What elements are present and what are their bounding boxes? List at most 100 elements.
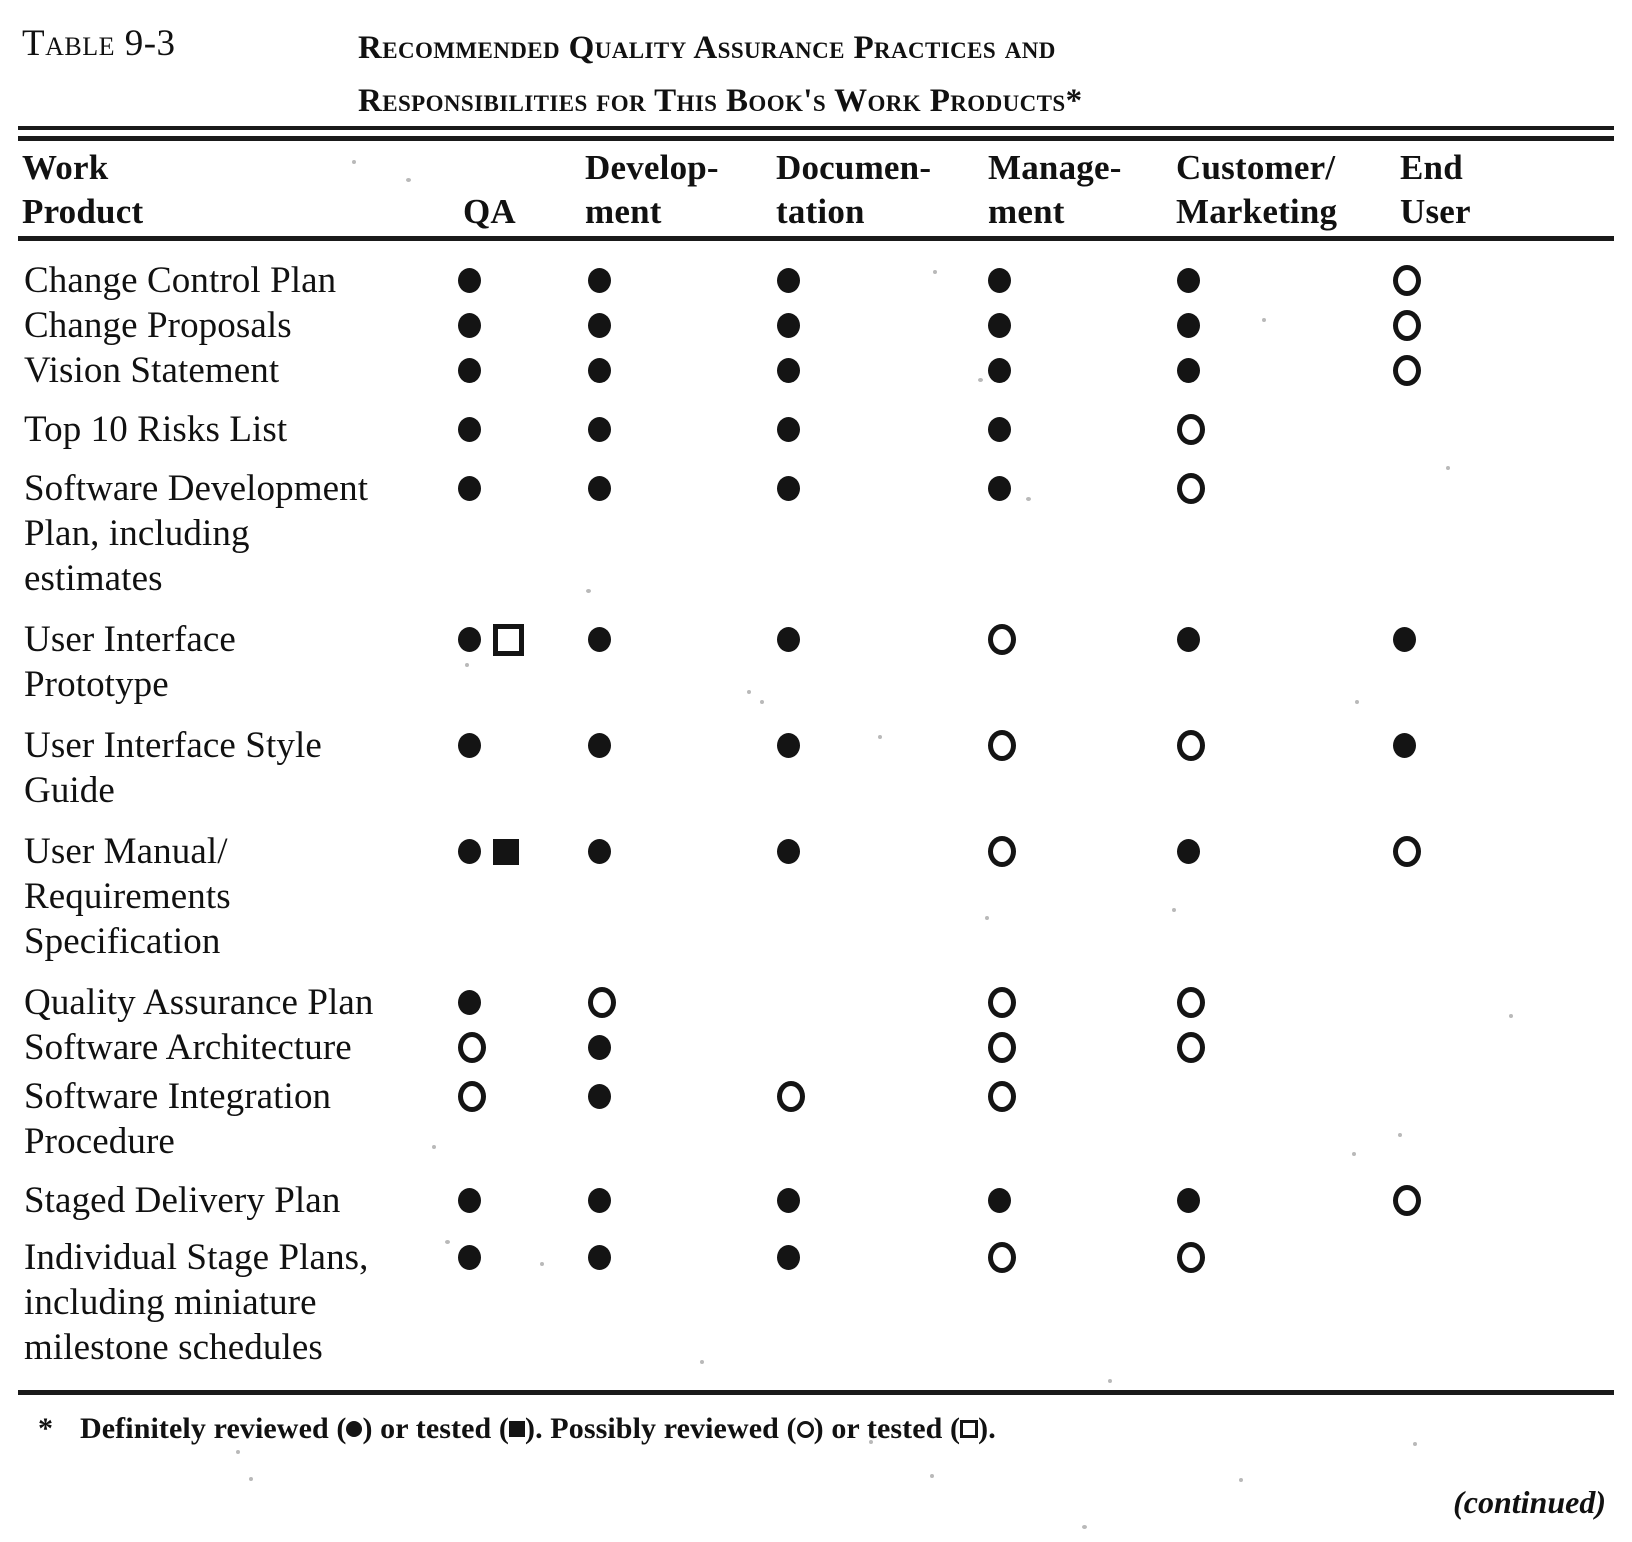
- filled-square-icon: [493, 838, 519, 865]
- cell-qa: [458, 258, 588, 303]
- cell-customer: [1177, 617, 1347, 662]
- filled-circle-icon: [588, 417, 611, 442]
- table-caption: Recommended Quality Assurance Practices …: [358, 22, 1538, 128]
- filled-circle-icon: [1177, 839, 1200, 864]
- table-row: Vision Statement: [0, 348, 1632, 393]
- row-label-line: Specification: [24, 921, 221, 962]
- open-circle-icon: [1177, 987, 1205, 1018]
- filled-circle-icon: [588, 839, 611, 864]
- column-header-line: End: [1400, 148, 1463, 187]
- table-row: User Interface Style Guide: [0, 723, 1632, 813]
- table-top-rule-lower: [18, 136, 1614, 141]
- cell-documentation: [777, 348, 927, 393]
- cell-customer: [1177, 348, 1347, 393]
- filled-circle-icon: [588, 358, 611, 383]
- filled-circle-icon: [1177, 1188, 1200, 1213]
- table-row: Software Integration Procedure: [0, 1074, 1632, 1164]
- row-label-line: Guide: [24, 770, 115, 811]
- column-header-line: QA: [463, 192, 516, 231]
- cell-documentation: [777, 407, 927, 452]
- row-label-work-product: Software Development Plan, including estim…: [24, 466, 444, 601]
- header-separator-rule: [18, 236, 1614, 241]
- cell-qa: [458, 303, 588, 348]
- filled-circle-icon: [1393, 627, 1416, 652]
- cell-customer: [1177, 1235, 1347, 1280]
- cell-documentation: [777, 303, 927, 348]
- scan-speckle: [1446, 466, 1450, 470]
- filled-circle-icon: [777, 358, 800, 383]
- filled-circle-icon: [777, 1245, 800, 1270]
- column-header-line: Manage-: [988, 148, 1122, 187]
- row-label-work-product: Top 10 Risks List: [24, 407, 444, 452]
- cell-end-user: [1393, 829, 1543, 874]
- row-label-line: Requirements: [24, 876, 231, 917]
- filled-circle-icon: [777, 839, 800, 864]
- cell-management: [988, 1074, 1138, 1119]
- cell-customer: [1177, 1074, 1347, 1119]
- scan-speckle: [352, 160, 356, 164]
- cell-management: [988, 303, 1138, 348]
- row-label-work-product: Staged Delivery Plan: [24, 1178, 444, 1223]
- open-circle-icon: [1177, 1242, 1205, 1273]
- row-label-line: Change Proposals: [24, 305, 292, 346]
- cell-customer: [1177, 980, 1347, 1025]
- possibly-tested-icon: [960, 1420, 979, 1439]
- filled-circle-icon: [588, 733, 611, 758]
- row-label-line: User Interface: [24, 619, 236, 660]
- scan-speckle: [1413, 1442, 1417, 1446]
- row-label-line: Individual Stage Plans,: [24, 1237, 369, 1278]
- column-header-line: ment: [988, 192, 1065, 231]
- open-circle-icon: [588, 987, 616, 1018]
- filled-circle-icon: [458, 733, 481, 758]
- scan-speckle: [540, 1262, 544, 1266]
- column-header-qa: QA: [463, 190, 516, 234]
- scan-speckle: [445, 1240, 450, 1244]
- cell-documentation: [777, 617, 927, 662]
- table-row: Quality Assurance Plan: [0, 980, 1632, 1025]
- possibly-reviewed-icon: [796, 1420, 814, 1438]
- table-row: Software Architecture: [0, 1025, 1632, 1070]
- row-label-line: Prototype: [24, 664, 169, 705]
- cell-customer: [1177, 723, 1347, 768]
- scan-speckle: [1239, 1478, 1243, 1482]
- cell-management: [988, 980, 1138, 1025]
- cell-management: [988, 829, 1138, 874]
- scan-speckle: [700, 1360, 704, 1364]
- open-circle-icon: [1393, 310, 1421, 341]
- scan-speckle: [1108, 1379, 1112, 1383]
- cell-qa: [458, 348, 588, 393]
- cell-management: [988, 723, 1138, 768]
- row-label-line: Vision Statement: [24, 350, 280, 391]
- open-circle-icon: [458, 1081, 486, 1112]
- scan-speckle: [586, 589, 591, 593]
- column-header-documentation: Documen- tation: [776, 146, 931, 234]
- filled-circle-icon: [1177, 627, 1200, 652]
- cell-management: [988, 348, 1138, 393]
- filled-circle-icon: [458, 268, 481, 293]
- filled-circle-icon: [988, 358, 1011, 383]
- table-body: Change Control Plan Change Proposals Visio…: [0, 241, 1632, 1386]
- row-label-line: Plan, including: [24, 513, 250, 554]
- cell-documentation: [777, 466, 927, 511]
- column-header-line: Develop-: [585, 148, 719, 187]
- footnote-text-1: Definitely reviewed (: [80, 1412, 347, 1445]
- filled-circle-icon: [588, 1035, 611, 1060]
- filled-circle-icon: [458, 476, 481, 501]
- open-circle-icon: [988, 987, 1016, 1018]
- scan-speckle: [760, 700, 764, 704]
- row-label-work-product: User Interface Style Guide: [24, 723, 444, 813]
- filled-circle-icon: [777, 476, 800, 501]
- cell-management: [988, 1178, 1138, 1223]
- table-row: Top 10 Risks List: [0, 407, 1632, 452]
- open-circle-icon: [1177, 1032, 1205, 1063]
- open-circle-icon: [1393, 1185, 1421, 1216]
- open-circle-icon: [1393, 355, 1421, 386]
- table-number: Table 9-3: [22, 23, 176, 64]
- row-label-work-product: Quality Assurance Plan: [24, 980, 444, 1025]
- row-label-work-product: User Manual/Requirements Specification: [24, 829, 444, 964]
- scan-speckle: [1262, 318, 1266, 322]
- table-header-row: Work Product QA Develop- ment Documen- t…: [0, 146, 1632, 234]
- scan-speckle: [406, 178, 411, 182]
- cell-end-user: [1393, 258, 1543, 303]
- filled-circle-icon: [777, 268, 800, 293]
